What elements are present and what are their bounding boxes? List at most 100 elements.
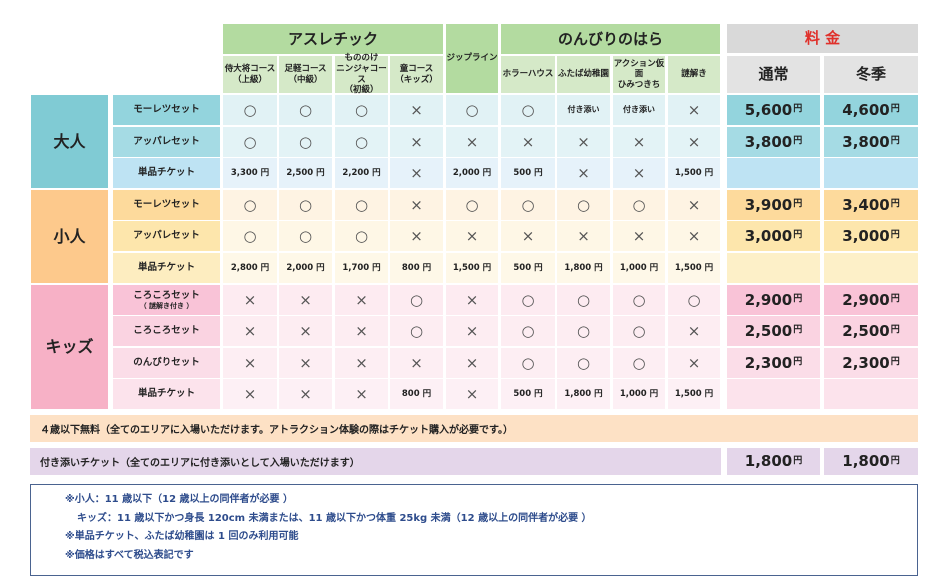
price-col-header: 冬季 [824,56,918,93]
note-kids: キッズ：11 歳以下かつ身長 120cm 未満または、11 歳以下かつ体重 25… [77,512,592,524]
ticket-name-text: のんびりセット [133,357,200,369]
availability-cell: ○ [390,285,443,315]
availability-cell: ○ [335,95,388,125]
price-header: 料 金 [727,24,918,53]
price-winter: 2,300 円 [824,348,918,378]
availability-cell: ○ [223,95,277,125]
availability-cell: ○ [223,127,277,157]
availability-cell: × [668,348,720,378]
availability-cell: ○ [335,127,388,157]
availability-cell: × [390,95,443,125]
availability-cell: 1,500 円 [668,379,720,409]
availability-cell: 500 円 [501,158,555,188]
availability-cell: ○ [335,221,388,251]
price-winter [824,379,918,409]
nonbiri-item-header: ふたば幼稚園 [557,56,610,93]
availability-cell: ○ [557,348,610,378]
availability-cell: 800 円 [390,253,443,283]
availability-cell: 2,500 円 [279,158,332,188]
availability-cell: × [446,379,498,409]
availability-cell: 800 円 [390,379,443,409]
availability-cell: 2,000 円 [446,158,498,188]
price-regular: 3,800 円 [727,127,820,157]
availability-cell: ○ [668,285,720,315]
availability-cell: × [668,316,720,346]
availability-cell: × [668,95,720,125]
availability-cell: 1,000 円 [613,379,665,409]
availability-cell: ○ [501,316,555,346]
nonbiri-item-header: ホラーハウス [501,56,555,93]
ticket-name-text: アッパレセット [133,136,200,148]
availability-cell: ○ [613,285,665,315]
price-regular [727,158,820,188]
availability-cell: ○ [613,348,665,378]
ticket-name-sub: （ 謎解き付き ） [139,301,194,310]
availability-cell: 付き添い [557,95,610,125]
availability-cell: × [613,158,665,188]
availability-cell: 1,700 円 [335,253,388,283]
ticket-name-text: アッパレセット [133,230,200,242]
ticket-name: アッパレセット [113,127,220,157]
price-regular [727,253,820,283]
athletic-header: アスレチック [223,24,443,54]
availability-cell: × [390,221,443,251]
note-tax: ※価格はすべて税込表記です [65,549,194,561]
nonbiri-header: のんびりのはら [501,24,720,54]
availability-cell: × [279,379,332,409]
availability-cell: 1,000 円 [613,253,665,283]
availability-cell: × [557,127,610,157]
availability-cell: ○ [390,316,443,346]
availability-cell: 500 円 [501,253,555,283]
category-label: 大人 [31,95,108,188]
ticket-name-text: 単品チケット [137,388,195,400]
ticket-name: モーレツセット [113,190,220,220]
notes-box: ※小人：11 歳以下（12 歳以上の同伴者が必要 ） キッズ：11 歳以下かつ身… [30,484,918,576]
ticket-name: 単品チケット [113,158,220,188]
availability-cell: × [279,285,332,315]
availability-cell: ○ [613,316,665,346]
availability-cell: ○ [279,190,332,220]
availability-cell: × [223,379,277,409]
note-single-ticket: ※単品チケット、ふたば幼稚園は 1 回のみ利用可能 [65,531,299,542]
availability-cell: × [390,348,443,378]
free-admission-text: ４歳以下無料（全てのエリアに入場いただけます。アトラクション体験の際はチケット購… [40,425,513,436]
availability-cell: × [446,127,498,157]
ticket-name: ころころセット [113,316,220,346]
availability-cell: 2,000 円 [279,253,332,283]
availability-cell: 1,500 円 [668,158,720,188]
ticket-name: のんびりセット [113,348,220,378]
nonbiri-item-header: アクション仮面 ひみつきち [613,56,665,93]
athletic-course-header: 足軽コース （中級） [279,56,332,93]
availability-cell: × [223,316,277,346]
availability-cell: 1,500 円 [446,253,498,283]
availability-cell: ○ [501,190,555,220]
category-label: 小人 [31,190,108,283]
ticket-name-text: モーレツセット [133,104,200,116]
availability-cell: × [335,316,388,346]
availability-cell: ○ [279,127,332,157]
zipline-header: ジップライン [446,24,498,93]
ticket-name: ころころセット（ 謎解き付き ） [113,285,220,315]
attendant-ticket-label: 付き添いチケット（全てのエリアに付き添いとして入場いただけます） [40,458,360,469]
availability-cell: × [390,127,443,157]
note-child: ※小人：11 歳以下（12 歳以上の同伴者が必要 ） [65,494,293,505]
availability-cell: 1,500 円 [668,253,720,283]
availability-cell: 500 円 [501,379,555,409]
ticket-name: モーレツセット [113,95,220,125]
availability-cell: × [390,190,443,220]
ticket-name-text: モーレツセット [133,199,200,211]
availability-cell: ○ [613,190,665,220]
availability-cell: ○ [501,285,555,315]
price-regular: 2,300 円 [727,348,820,378]
athletic-course-header: 侍大将コース （上級） [223,56,277,93]
availability-cell: 付き添い [613,95,665,125]
availability-cell: × [446,316,498,346]
availability-cell: ○ [446,95,498,125]
availability-cell: ○ [223,190,277,220]
price-winter [824,253,918,283]
availability-cell: × [557,221,610,251]
availability-cell: × [668,190,720,220]
availability-cell: ○ [279,95,332,125]
price-regular: 5,600 円 [727,95,820,125]
free-admission-note: ４歳以下無料（全てのエリアに入場いただけます。アトラクション体験の際はチケット購… [30,415,918,442]
